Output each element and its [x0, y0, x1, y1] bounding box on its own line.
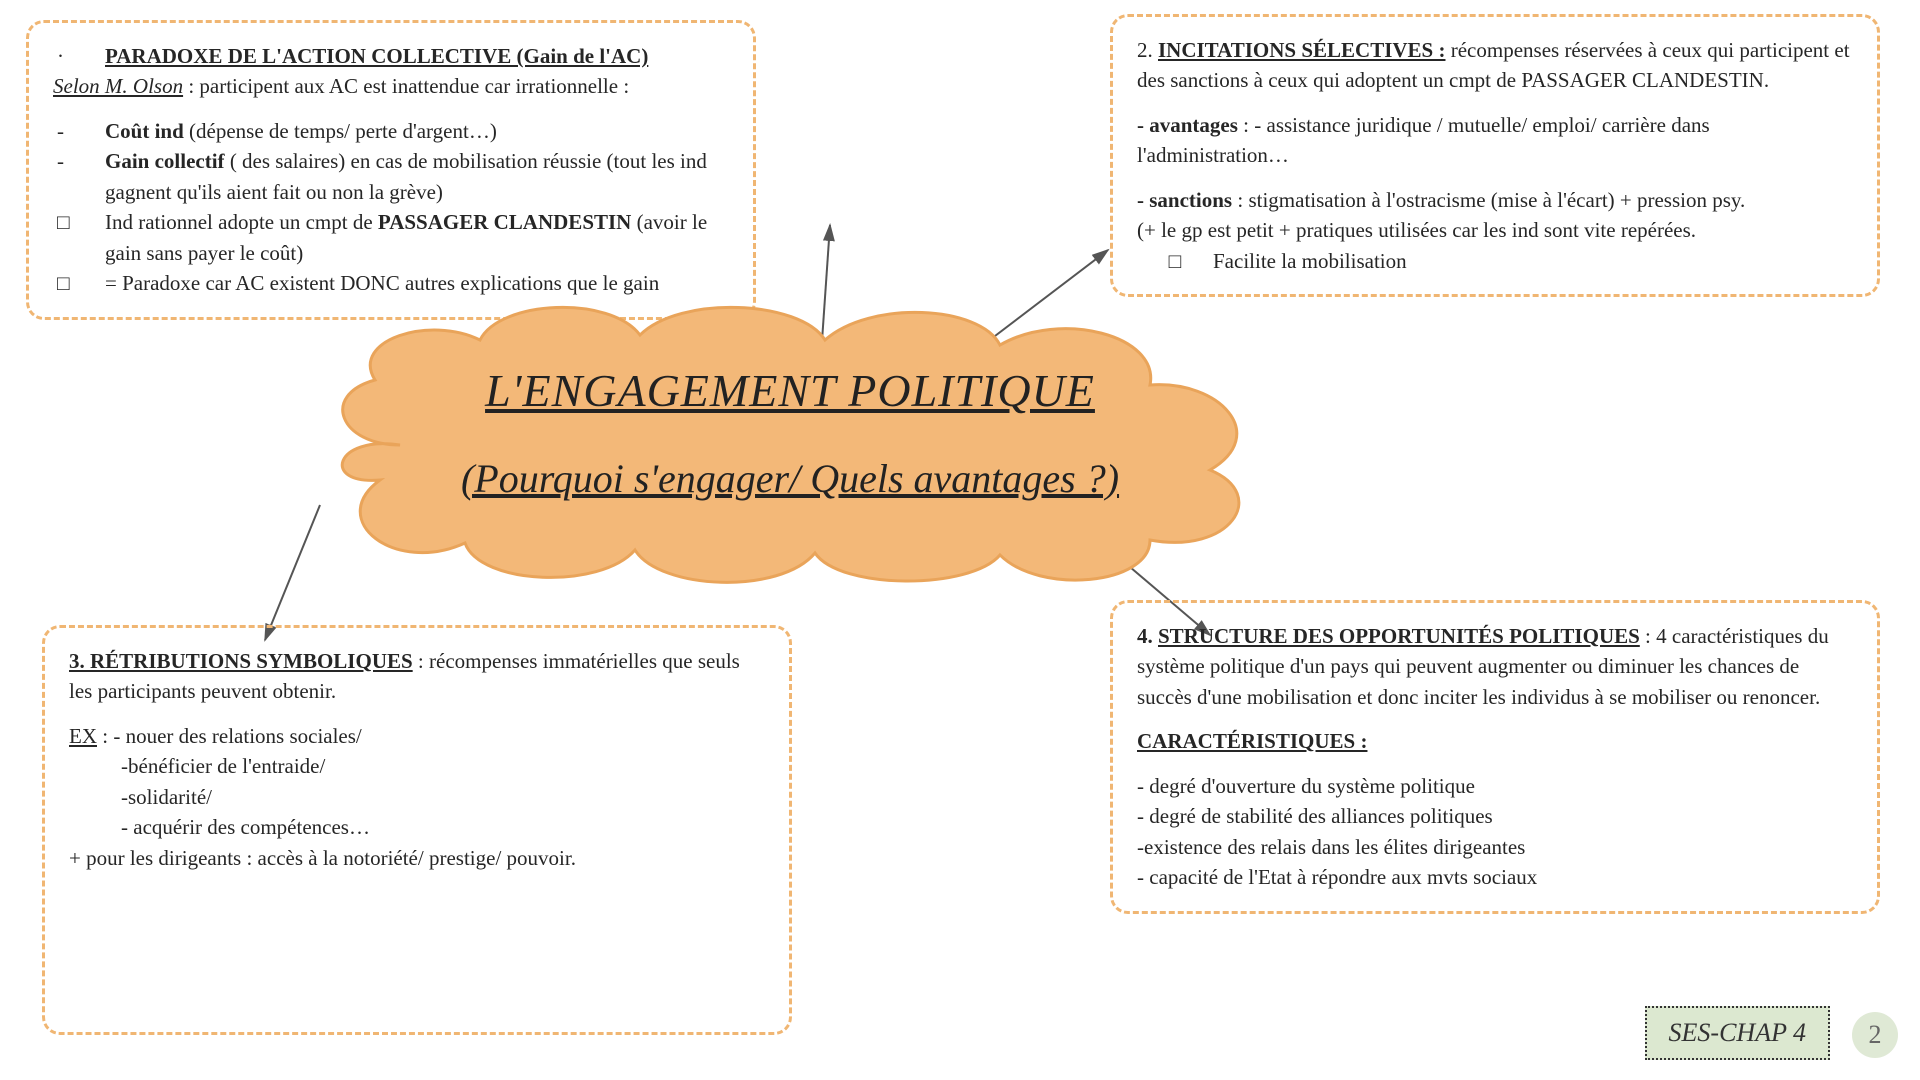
text: -solidarité/	[69, 782, 765, 812]
chapter-badge: SES-CHAP 4	[1645, 1006, 1830, 1060]
box3-heading: RÉTRIBUTIONS SYMBOLIQUES	[90, 649, 413, 673]
text: - sanctions	[1137, 188, 1232, 212]
text: (dépense de temps/ perte d'argent…)	[184, 119, 497, 143]
bullet: □	[1137, 246, 1213, 276]
bullet: □	[53, 268, 105, 298]
text: -existence des relais dans les élites di…	[1137, 832, 1853, 862]
text: Coût ind	[105, 119, 184, 143]
text: CARACTÉRISTIQUES :	[1137, 726, 1853, 756]
text: (+ le gp est petit + pratiques utilisées…	[1137, 215, 1853, 245]
text: PASSAGER CLANDESTIN	[378, 210, 631, 234]
cloud-subtitle: (Pourquoi s'engager/ Quels avantages ?)	[461, 455, 1119, 502]
box-structure-opportunites: 4. STRUCTURE DES OPPORTUNITÉS POLITIQUES…	[1110, 600, 1880, 914]
text: - acquérir des compétences…	[69, 812, 765, 842]
box-incitations: 2. INCITATIONS SÉLECTIVES : récompenses …	[1110, 14, 1880, 297]
box4-heading: STRUCTURE DES OPPORTUNITÉS POLITIQUES	[1158, 624, 1640, 648]
box-retributions: 3. RÉTRIBUTIONS SYMBOLIQUES : récompense…	[42, 625, 792, 1035]
box2-heading: INCITATIONS SÉLECTIVES :	[1158, 38, 1445, 62]
box1-heading: PARADOXE DE L'ACTION COLLECTIVE (Gain de…	[105, 44, 648, 68]
text: + pour les dirigeants : accès à la notor…	[69, 843, 765, 873]
text: EX	[69, 724, 97, 748]
bullet: ·	[53, 41, 105, 71]
text: : - nouer des relations sociales/	[97, 724, 362, 748]
bullet: □	[53, 207, 105, 268]
bullet: -	[53, 116, 105, 146]
text: Facilite la mobilisation	[1213, 246, 1407, 276]
cloud-title: L'ENGAGEMENT POLITIQUE	[485, 364, 1095, 417]
text: Ind rationnel adopte un cmpt de	[105, 210, 378, 234]
box1-author: Selon M. Olson	[53, 74, 183, 98]
text: 4.	[1137, 624, 1158, 648]
text: Gain collectif	[105, 149, 225, 173]
text: - avantages	[1137, 113, 1238, 137]
text: - degré d'ouverture du système politique	[1137, 771, 1853, 801]
box-paradoxe: · PARADOXE DE L'ACTION COLLECTIVE (Gain …	[26, 20, 756, 320]
box1-intro: : participent aux AC est inattendue car …	[183, 74, 629, 98]
text: 3.	[69, 649, 90, 673]
text: : stigmatisation à l'ostracisme (mise à …	[1232, 188, 1745, 212]
text: - degré de stabilité des alliances polit…	[1137, 801, 1853, 831]
central-cloud: L'ENGAGEMENT POLITIQUE (Pourquoi s'engag…	[280, 285, 1300, 590]
bullet: -	[53, 146, 105, 207]
text: -bénéficier de l'entraide/	[69, 751, 765, 781]
text: - capacité de l'Etat à répondre aux mvts…	[1137, 862, 1853, 892]
page-number: 2	[1852, 1012, 1898, 1058]
text: 2.	[1137, 38, 1158, 62]
